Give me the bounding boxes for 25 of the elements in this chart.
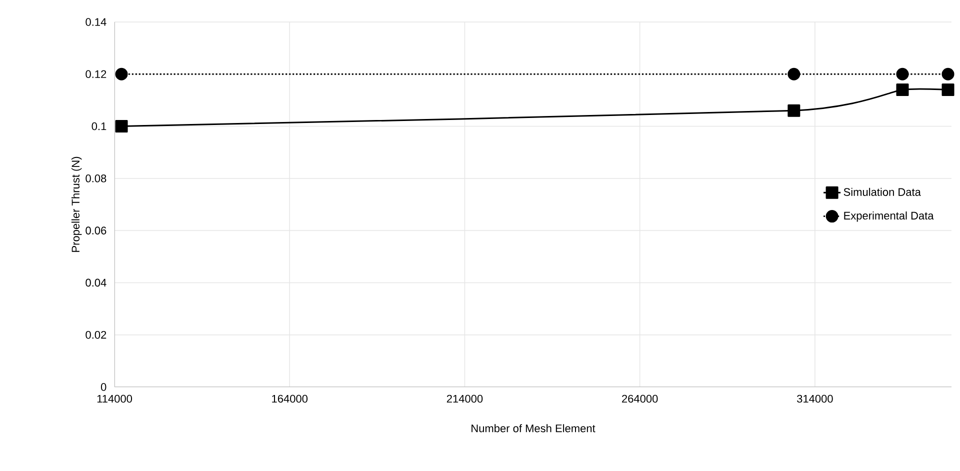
- y-tick-label: 0.04: [86, 278, 106, 287]
- y-axis-title: Propeller Thrust (N): [71, 156, 82, 252]
- point: [942, 68, 954, 80]
- x-tick-label: 314000: [797, 394, 833, 403]
- point: [115, 68, 128, 80]
- y-tick-label: 0.14: [86, 18, 106, 26]
- y-tick-label: 0.02: [86, 330, 106, 339]
- x-tick-label: 214000: [446, 394, 483, 403]
- y-tick-label: 0.08: [86, 174, 106, 182]
- legend-label: Simulation Data: [844, 188, 921, 196]
- y-tick-label: 0.1: [92, 122, 106, 130]
- y-tick-label: 0.12: [86, 70, 106, 78]
- point: [115, 120, 128, 133]
- y-tick-label: 0: [100, 383, 106, 391]
- point: [896, 68, 909, 80]
- y-tick-label: 0.06: [86, 226, 106, 234]
- x-tick-label: 264000: [622, 394, 658, 403]
- x-tick-label: 114000: [97, 394, 132, 403]
- point: [788, 68, 800, 80]
- x-tick-label: 164000: [272, 394, 308, 403]
- x-axis-title: Number of Mesh Element: [472, 424, 596, 432]
- point: [896, 84, 909, 96]
- point: [942, 84, 954, 96]
- point: [788, 104, 800, 117]
- legend-label: Experimental Data: [844, 211, 934, 222]
